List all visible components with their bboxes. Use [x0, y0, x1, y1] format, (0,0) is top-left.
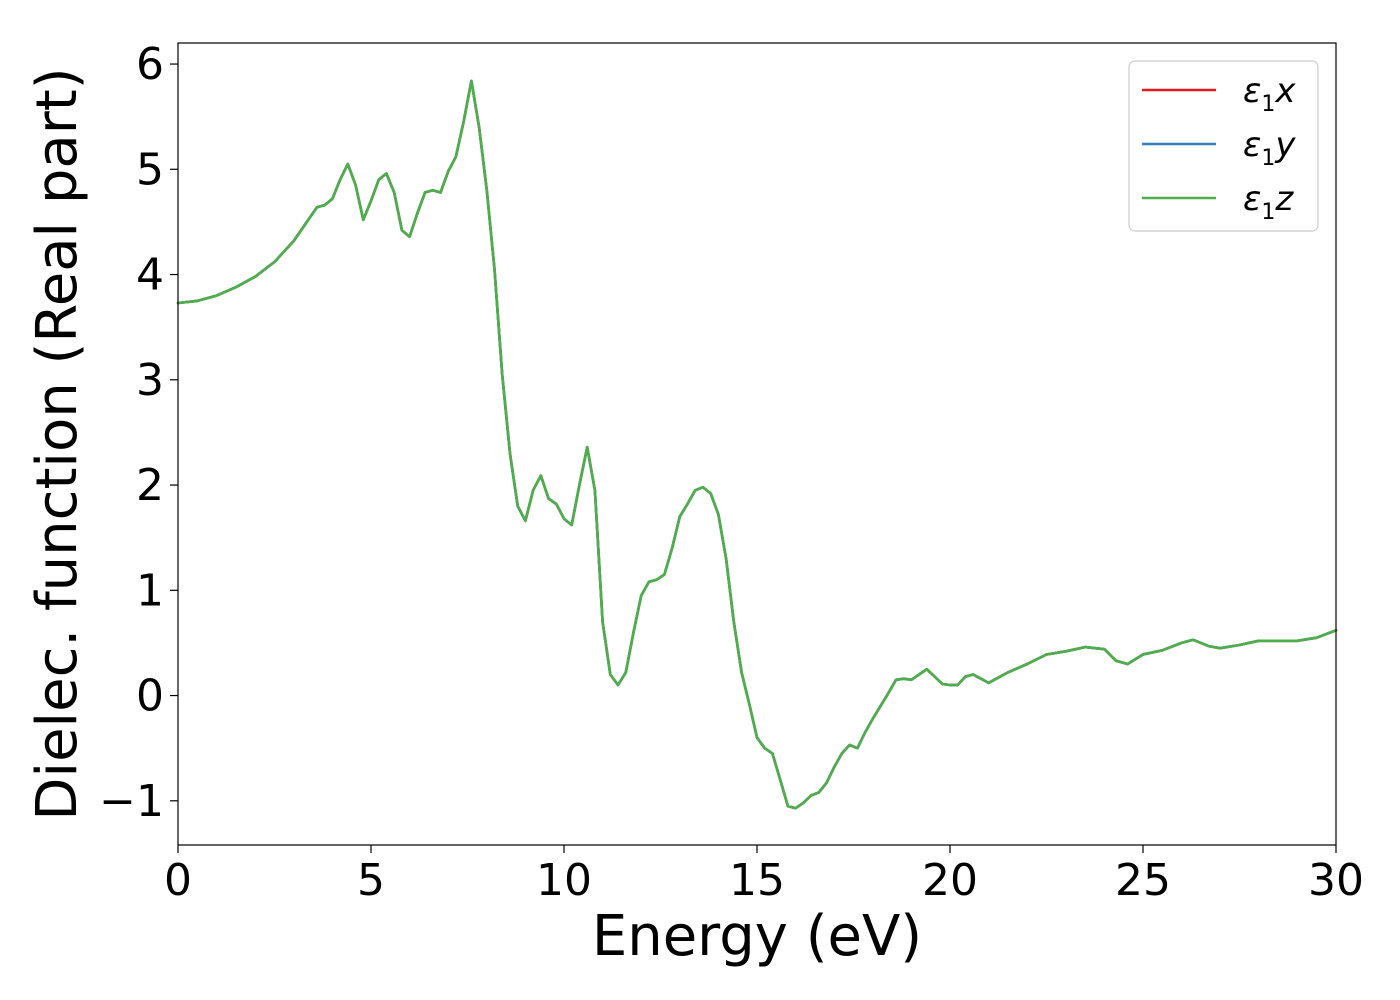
legend-variable: y — [1274, 125, 1296, 165]
y-tick-label: 3 — [136, 355, 164, 406]
legend-entry-y: ε1y — [1243, 125, 1296, 171]
x-axis: 0 5 10 15 20 25 30 — [164, 845, 1364, 906]
y-tick-label: 6 — [136, 39, 164, 90]
y-tick-label: 4 — [136, 250, 164, 301]
y-axis: −1 0 1 2 3 4 5 6 — [99, 39, 178, 827]
x-tick-label: 30 — [1308, 855, 1364, 906]
x-tick-label: 20 — [922, 855, 978, 906]
y-tick-label: 5 — [136, 144, 164, 195]
series-line-z — [176, 79, 1338, 810]
legend-entry-x: ε1x — [1243, 71, 1296, 117]
legend-symbol: ε — [1243, 71, 1261, 111]
series-layer — [176, 79, 1338, 810]
legend-variable: z — [1274, 179, 1294, 219]
x-tick-label: 25 — [1115, 855, 1171, 906]
legend-variable: x — [1274, 71, 1296, 111]
x-tick-label: 5 — [357, 855, 385, 906]
legend-subscript: 1 — [1261, 200, 1275, 225]
legend-entry-z: ε1z — [1243, 179, 1294, 225]
y-tick-label: 2 — [136, 460, 164, 511]
x-axis-label: Energy (eV) — [592, 904, 922, 969]
y-axis-label: Dielec. function (Real part) — [25, 67, 90, 820]
x-tick-label: 15 — [729, 855, 785, 906]
x-tick-label: 0 — [164, 855, 192, 906]
legend-symbol: ε — [1243, 125, 1261, 165]
legend-subscript: 1 — [1261, 146, 1275, 171]
y-tick-label: 1 — [136, 565, 164, 616]
y-tick-label: 0 — [136, 671, 164, 722]
x-tick-label: 10 — [536, 855, 592, 906]
legend-box — [1128, 60, 1319, 232]
y-tick-label: −1 — [99, 776, 164, 827]
legend-subscript: 1 — [1261, 92, 1275, 117]
legend-symbol: ε — [1243, 179, 1261, 219]
